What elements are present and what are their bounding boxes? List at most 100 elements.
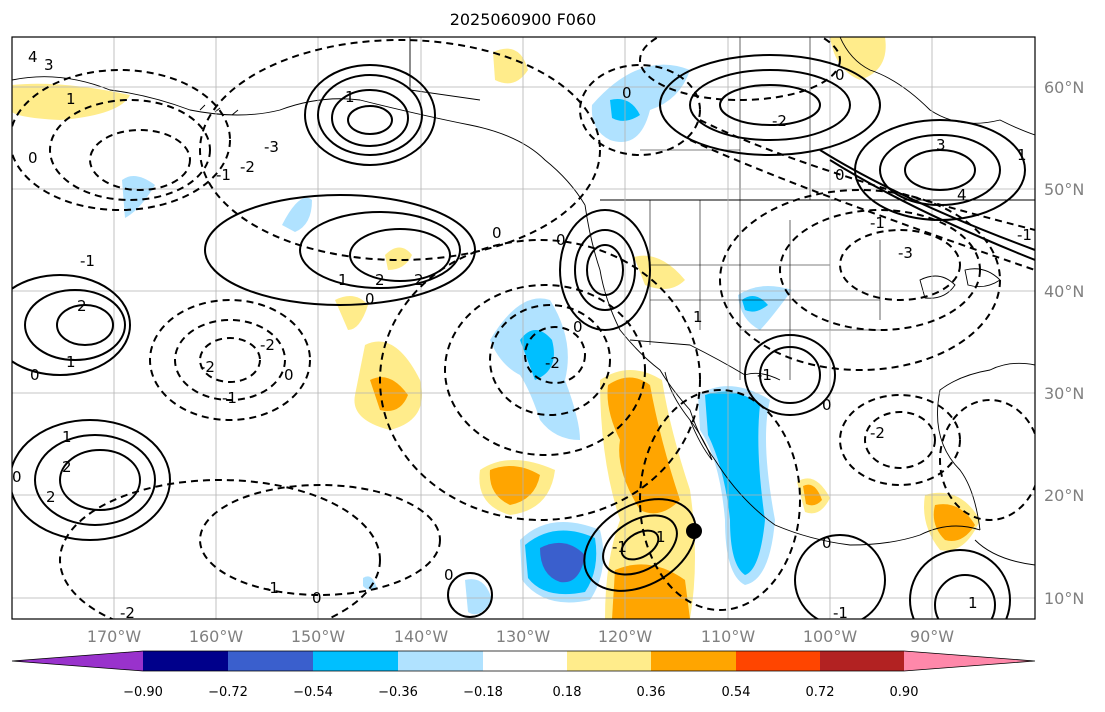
coastline-mexico [714, 459, 981, 546]
colorbar-segment [143, 651, 228, 671]
contour-label-pos1-nw: 1 [66, 90, 76, 108]
contour-dashed-nw-3 [89, 129, 191, 191]
contour-solid-mx-1 [744, 334, 836, 416]
contour-label-neg2-mid: -2 [200, 358, 215, 376]
lon-label-140: 140°W [394, 627, 449, 646]
contour-solid-wc-2 [574, 229, 636, 311]
contour-label-neg1-s: -1 [264, 579, 279, 597]
colorbar-tick-label: −0.72 [208, 685, 248, 700]
shade-blue-ak [591, 64, 690, 142]
colorbar-segment [736, 651, 820, 671]
lat-label-10: 10°N [1044, 589, 1084, 608]
contour-dashed-c-4 [524, 326, 586, 384]
contour-solid-ak-2 [317, 74, 423, 156]
colorbar-extend-low [12, 651, 143, 671]
contour-solid-w-1 [12, 274, 131, 376]
contour-label-pos1-se: 1 [968, 594, 978, 612]
contour-label-zero-mid-b: 0 [284, 366, 294, 384]
shade-orange-p [933, 504, 975, 541]
colorbar [11, 650, 1036, 672]
colorbar-ticks: −0.90 −0.72 −0.54 −0.36 −0.18 0.18 0.36 … [123, 685, 918, 700]
contour-solid-mid-2 [299, 211, 461, 289]
contour-solid-mx-2 [759, 346, 821, 404]
shade-yellow-c [385, 247, 412, 270]
shade-cyan-k [705, 391, 765, 575]
contour-solid-sw-3 [59, 449, 141, 511]
shade-yellow-top [493, 48, 528, 84]
shade-blue-f2 [520, 330, 554, 380]
contour-dashed-top-1 [579, 64, 701, 156]
contour-label-neg1-nw: -1 [216, 166, 231, 184]
contour-dashed-us-1 [719, 189, 1001, 371]
contour-solid-storm-3 [620, 529, 660, 561]
contour-solid-mid-1 [204, 194, 476, 306]
colorbar-tick-label: 0.54 [722, 685, 751, 700]
contour-label-pos1-mid: 1 [338, 271, 348, 289]
contour-label-pos3-nw: 3 [44, 56, 54, 74]
contour-label-pos2-w: 2 [77, 297, 87, 315]
coastline-baja [664, 371, 713, 461]
coastline-hudson [839, 37, 1035, 136]
colorbar-segment [567, 651, 651, 671]
lon-label-170: 170°W [87, 627, 142, 646]
lon-label-90: 90°W [910, 627, 954, 646]
coastline-alaska [12, 76, 586, 206]
contour-label-neg3-ak: -3 [264, 138, 279, 156]
contour-solid-s-1 [794, 534, 886, 619]
figure-title: 2025060900 F060 [449, 10, 597, 29]
coastline-westcoast [584, 204, 716, 461]
contour-solid-wc-1 [559, 209, 651, 331]
shade-yellow-g [634, 255, 685, 289]
contour-solid-can-2 [689, 69, 851, 141]
contour-dashed-mid-2 [174, 319, 286, 401]
colorbar-tick-label: −0.36 [378, 685, 418, 700]
contour-solid-w-3 [56, 304, 114, 346]
contour-label-neg1-us: -1 [870, 214, 885, 232]
lon-label-150: 150°W [291, 627, 346, 646]
contour-label-zero-mx: 0 [822, 396, 832, 414]
shade-blue-m [465, 579, 492, 615]
contour-label-zero-w: 0 [30, 366, 40, 384]
contour-solid-ak-4 [347, 105, 393, 135]
shade-blue-n [363, 576, 377, 590]
islands-aleutian [199, 104, 239, 116]
map-frame [11, 36, 1036, 620]
contour-label-neg2-c: -2 [545, 354, 560, 372]
contour-dashed-s-1 [59, 479, 381, 619]
border-ak-canada [409, 37, 481, 101]
contour-label-neg1-w: -1 [80, 252, 95, 270]
coastline-gulf [937, 362, 1035, 531]
contour-dashed-mid-3 [199, 337, 261, 383]
colorbar-segment [228, 651, 313, 671]
colorbar-extend-high [904, 651, 1035, 671]
shade-blue-b [282, 197, 312, 232]
contour-label-neg2-mid-b: -2 [260, 336, 275, 354]
contour-label-pos2-sw-b: 2 [46, 488, 56, 506]
contour-label-zero-can: 0 [835, 166, 845, 184]
contour-dashed-mx-1 [639, 389, 801, 611]
contour-label-zero-top: 0 [622, 84, 632, 102]
coastline-cuba [974, 539, 1035, 566]
contour-label-neg3-us: -3 [898, 244, 913, 262]
contour-label-zero-tr: 0 [835, 66, 845, 84]
contour-dashed-c-2 [444, 284, 646, 456]
contour-dashed-nw-1 [12, 69, 231, 211]
contour-label-pos3-e: 3 [936, 136, 946, 154]
contour-label-pos2-sw: 2 [62, 458, 72, 476]
contour-label-zero-sm: 0 [444, 566, 454, 584]
contour-label-neg1-c: -1 [612, 538, 627, 556]
colorbar-tick-label: 0.72 [806, 685, 835, 700]
shade-orange-j [607, 377, 680, 514]
lon-label-100: 100°W [803, 627, 858, 646]
contour-label-neg2-can: -2 [772, 112, 787, 130]
contour-label-zero-s: 0 [312, 589, 322, 607]
contour-dashed-c-1 [379, 239, 701, 521]
contour-label-neg1-s2: -1 [833, 604, 848, 622]
shade-blue-a [122, 176, 155, 218]
colorbar-segment [313, 651, 398, 671]
lon-label-130: 130°W [496, 627, 551, 646]
shade-darkblue-l [540, 542, 585, 583]
contour-dashed-s-2 [199, 484, 441, 596]
contour-solid-sw-1 [12, 419, 171, 541]
